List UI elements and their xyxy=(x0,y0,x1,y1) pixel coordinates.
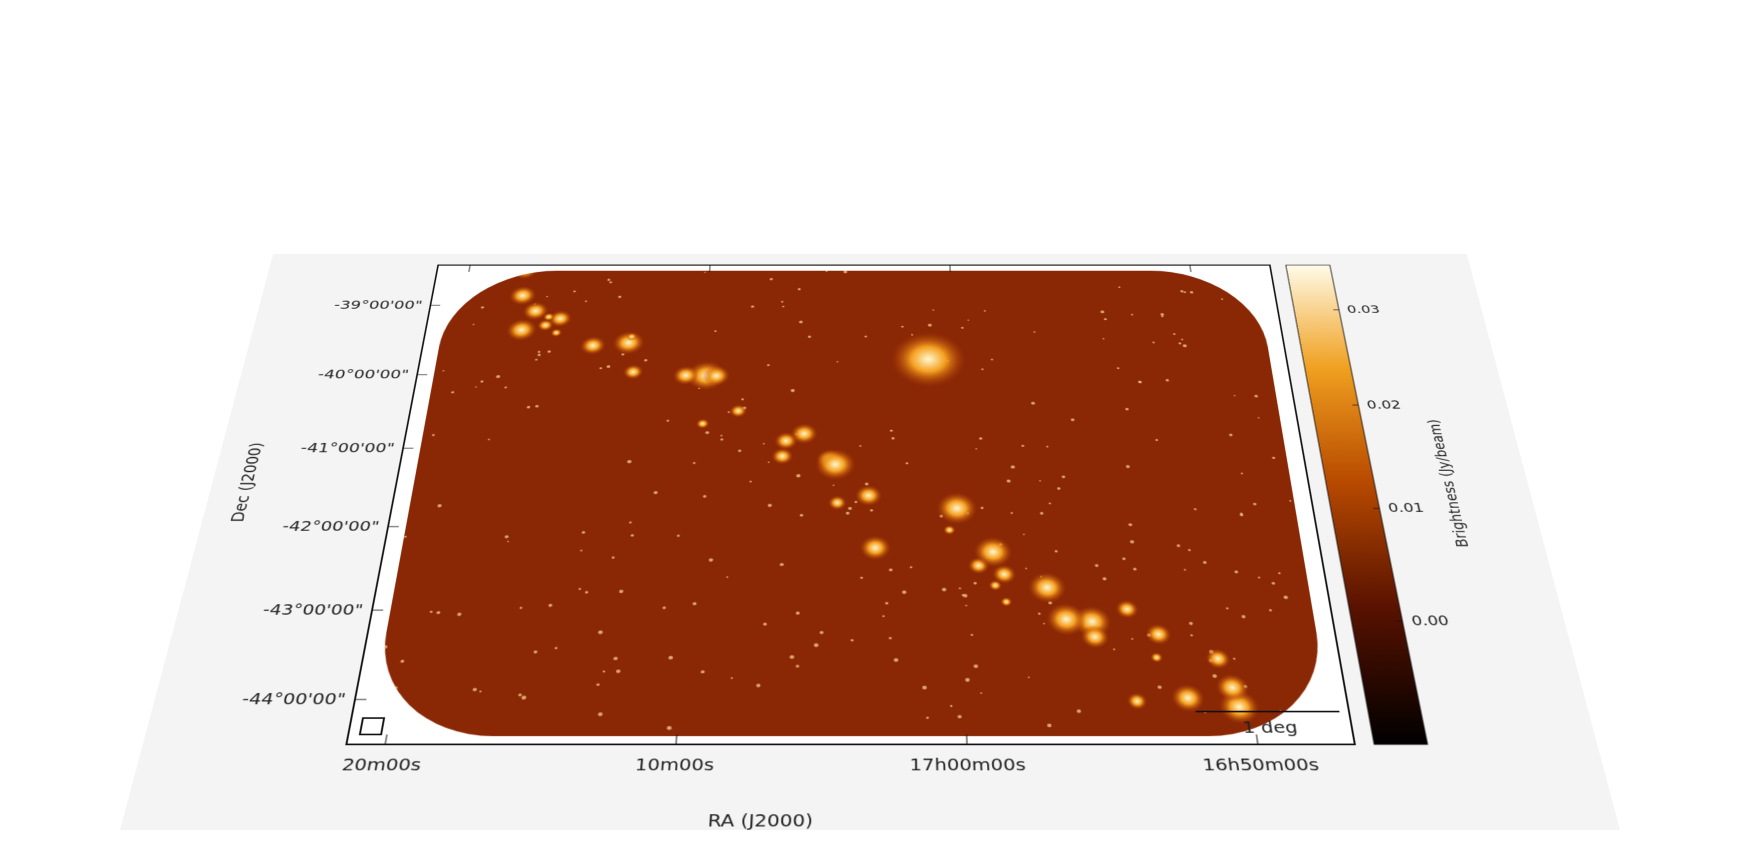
star xyxy=(889,568,893,571)
star xyxy=(865,483,869,486)
star xyxy=(860,577,863,579)
colorbar-tick-label: 0.00 xyxy=(1410,613,1451,629)
star xyxy=(843,271,847,274)
star xyxy=(890,430,893,432)
chart: Brightness (Jy/beam) RA (J2000) Dec (J20… xyxy=(120,254,1620,830)
x-tick-label: 20m00s xyxy=(340,755,423,775)
colorbar-label: Brightness (Jy/beam) xyxy=(1424,419,1472,547)
y-tick-label: -41°00'00" xyxy=(299,441,396,457)
sky-background xyxy=(367,271,1334,736)
x-tick-label: 10m00s xyxy=(634,755,714,775)
star xyxy=(851,639,854,642)
y-tick-label: -44°00'00" xyxy=(240,690,347,709)
star xyxy=(870,509,873,511)
page: Brightness (Jy/beam) RA (J2000) Dec (J20… xyxy=(0,0,1751,849)
star xyxy=(859,445,861,447)
star xyxy=(864,336,867,338)
x-tick-label: 16h50m00s xyxy=(1202,755,1321,775)
star xyxy=(846,512,850,515)
star xyxy=(882,615,884,617)
scale-bar-label: 1 deg xyxy=(1241,718,1299,737)
y-tick-label: -39°00'00" xyxy=(333,298,424,312)
x-axis-label: RA (J2000) xyxy=(707,811,813,830)
emission-blob xyxy=(855,485,882,506)
star xyxy=(889,637,892,640)
y-tick-label: -42°00'00" xyxy=(281,518,381,535)
star xyxy=(854,501,857,503)
y-tick-label: -43°00'00" xyxy=(261,601,365,619)
colorbar-tick-label: 0.03 xyxy=(1346,303,1381,315)
plot-plane: Brightness (Jy/beam) RA (J2000) Dec (J20… xyxy=(120,254,1620,830)
emission-blob xyxy=(860,536,891,561)
y-tick-label: -40°00'00" xyxy=(316,367,410,382)
star xyxy=(848,507,852,510)
star xyxy=(891,437,894,439)
x-tick-label: 17h00m00s xyxy=(910,755,1027,775)
y-axis-label: Dec (J2000) xyxy=(227,443,268,523)
star xyxy=(885,602,888,605)
sky-image xyxy=(366,262,1334,736)
star xyxy=(894,658,898,662)
colorbar-tick-label: 0.01 xyxy=(1387,501,1426,516)
colorbar-tick-label: 0.02 xyxy=(1365,398,1402,411)
